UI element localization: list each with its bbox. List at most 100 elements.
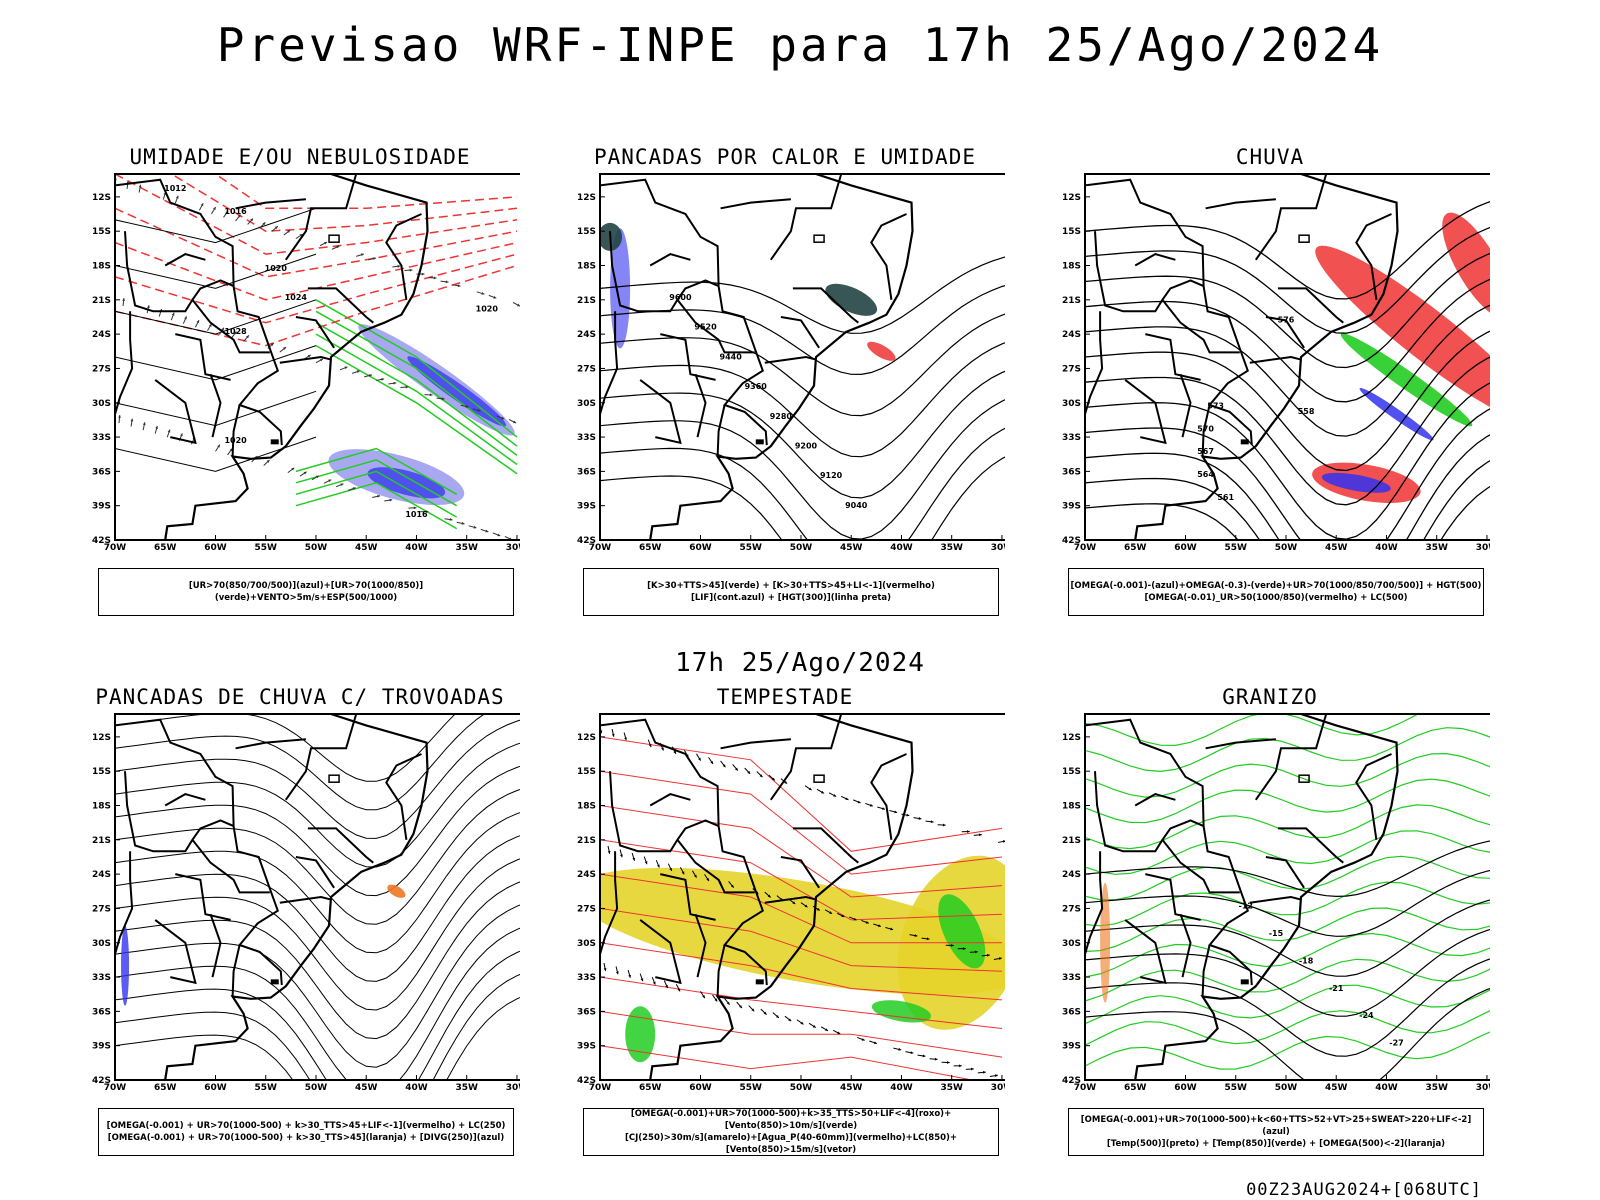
lat-label: 15S <box>577 767 596 777</box>
state-border <box>209 913 222 978</box>
lon-label: 35W <box>1425 1083 1448 1093</box>
temp-850-contour <box>1085 984 1490 1025</box>
temp-850-contour <box>1085 1031 1490 1070</box>
forecast-time-label: 17h 25/Ago/2024 <box>675 648 925 678</box>
state-border <box>231 404 241 457</box>
streamline <box>115 742 520 868</box>
wind-vector <box>217 444 220 448</box>
lagoon-mark <box>1240 979 1249 985</box>
lon-label: 55W <box>255 543 278 553</box>
lat-label: 42S <box>92 536 111 546</box>
omega-green-area <box>1340 333 1473 427</box>
lat-label: 42S <box>92 1076 111 1086</box>
contour-label: 1024 <box>285 293 308 302</box>
basemap <box>1084 712 1399 1081</box>
wind-vector <box>233 331 237 335</box>
wind-vector <box>421 272 425 276</box>
wind-vector <box>726 1001 730 1005</box>
streamline <box>115 812 520 954</box>
state-border <box>1145 873 1201 921</box>
wind-vector <box>934 1057 938 1061</box>
state-border <box>1094 231 1204 313</box>
wind-vector <box>118 415 121 418</box>
state-border <box>191 299 270 354</box>
lon-label: 55W <box>1225 543 1248 553</box>
lon-label: 40W <box>405 543 428 553</box>
wind-vector <box>681 871 685 875</box>
contour-line <box>1085 928 1490 1017</box>
lon-label: 45W <box>840 1083 863 1093</box>
streamline <box>115 765 520 897</box>
streamline <box>115 973 520 1080</box>
coastline <box>1134 712 1399 1081</box>
lat-label: 24S <box>577 870 596 880</box>
state-border <box>284 173 358 261</box>
contour-label: 9200 <box>795 442 818 451</box>
wind-vector <box>788 1018 792 1022</box>
wind-vector <box>200 203 204 207</box>
lat-label: 42S <box>1062 536 1081 546</box>
wind-vector <box>763 1011 767 1015</box>
wind-vector <box>632 857 636 861</box>
wind-vector <box>213 206 216 210</box>
wind-vector <box>869 803 873 807</box>
panel-legend: [K>30+TTS>45](verde) + [K>30+TTS>45+LI<-… <box>583 568 999 616</box>
lat-label: 15S <box>1062 767 1081 777</box>
wind-vector <box>1002 840 1005 843</box>
lat-label: 15S <box>1062 227 1081 237</box>
wind-vector <box>377 494 381 498</box>
wind-vector <box>457 284 461 288</box>
humidity-low-contour <box>315 344 518 475</box>
state-border <box>769 173 843 261</box>
wind-vector <box>425 510 429 514</box>
wind-vector <box>615 971 619 975</box>
legend-line-2: [LIF](cont.azul) + [HGT(300)](linha pret… <box>690 593 892 603</box>
wind-vector <box>898 1047 902 1051</box>
wind-850-area <box>938 894 986 969</box>
temp-850-contour <box>1085 881 1490 927</box>
humidity-low-contour <box>315 322 518 456</box>
wind-vector <box>445 280 449 284</box>
basemap <box>599 172 914 541</box>
map-content: 9600 9520 9440 9360 9280 9200 9120 9040 <box>600 222 1005 540</box>
panel-legend: [OMEGA(-0.001) + UR>70(1000-500) + k>30_… <box>98 1108 514 1156</box>
wind-vector <box>767 894 771 898</box>
lon-label: 50W <box>790 1083 813 1093</box>
lat-label: 21S <box>1062 296 1081 306</box>
wind-vector <box>673 750 677 754</box>
lat-label: 21S <box>92 836 111 846</box>
lon-label: 65W <box>154 543 177 553</box>
streamline-850 <box>600 1045 975 1080</box>
instability-area <box>867 341 896 361</box>
state-border <box>720 738 791 750</box>
wind-vector <box>405 385 409 389</box>
wind-vector <box>825 1028 829 1031</box>
thickness-contour <box>115 264 518 347</box>
lon-label: 60W <box>689 1083 712 1093</box>
wind-vector <box>861 1038 865 1041</box>
lat-label: 42S <box>577 536 596 546</box>
lat-label: 36S <box>92 1007 111 1017</box>
streamline <box>115 996 520 1080</box>
lon-label: 40W <box>405 1083 428 1093</box>
temp-850-contour <box>1085 727 1490 773</box>
lat-label: 36S <box>577 467 596 477</box>
lat-label: 18S <box>92 802 111 812</box>
lat-label: 24S <box>577 330 596 340</box>
lagoon-mark <box>755 439 764 445</box>
coastline <box>649 172 914 541</box>
lat-label: 21S <box>92 296 111 306</box>
wind-vector <box>657 864 660 868</box>
wind-vector <box>640 978 644 982</box>
state-border <box>385 213 422 300</box>
wind-vector <box>784 780 788 784</box>
state-border <box>124 231 234 313</box>
temp-850-contour <box>1085 778 1490 824</box>
state-border <box>1084 178 1253 446</box>
coastline <box>164 712 429 1081</box>
streamline-850 <box>600 736 1003 852</box>
lat-label: 15S <box>577 227 596 237</box>
wind-vector <box>274 226 278 230</box>
contour-line <box>600 256 1005 334</box>
